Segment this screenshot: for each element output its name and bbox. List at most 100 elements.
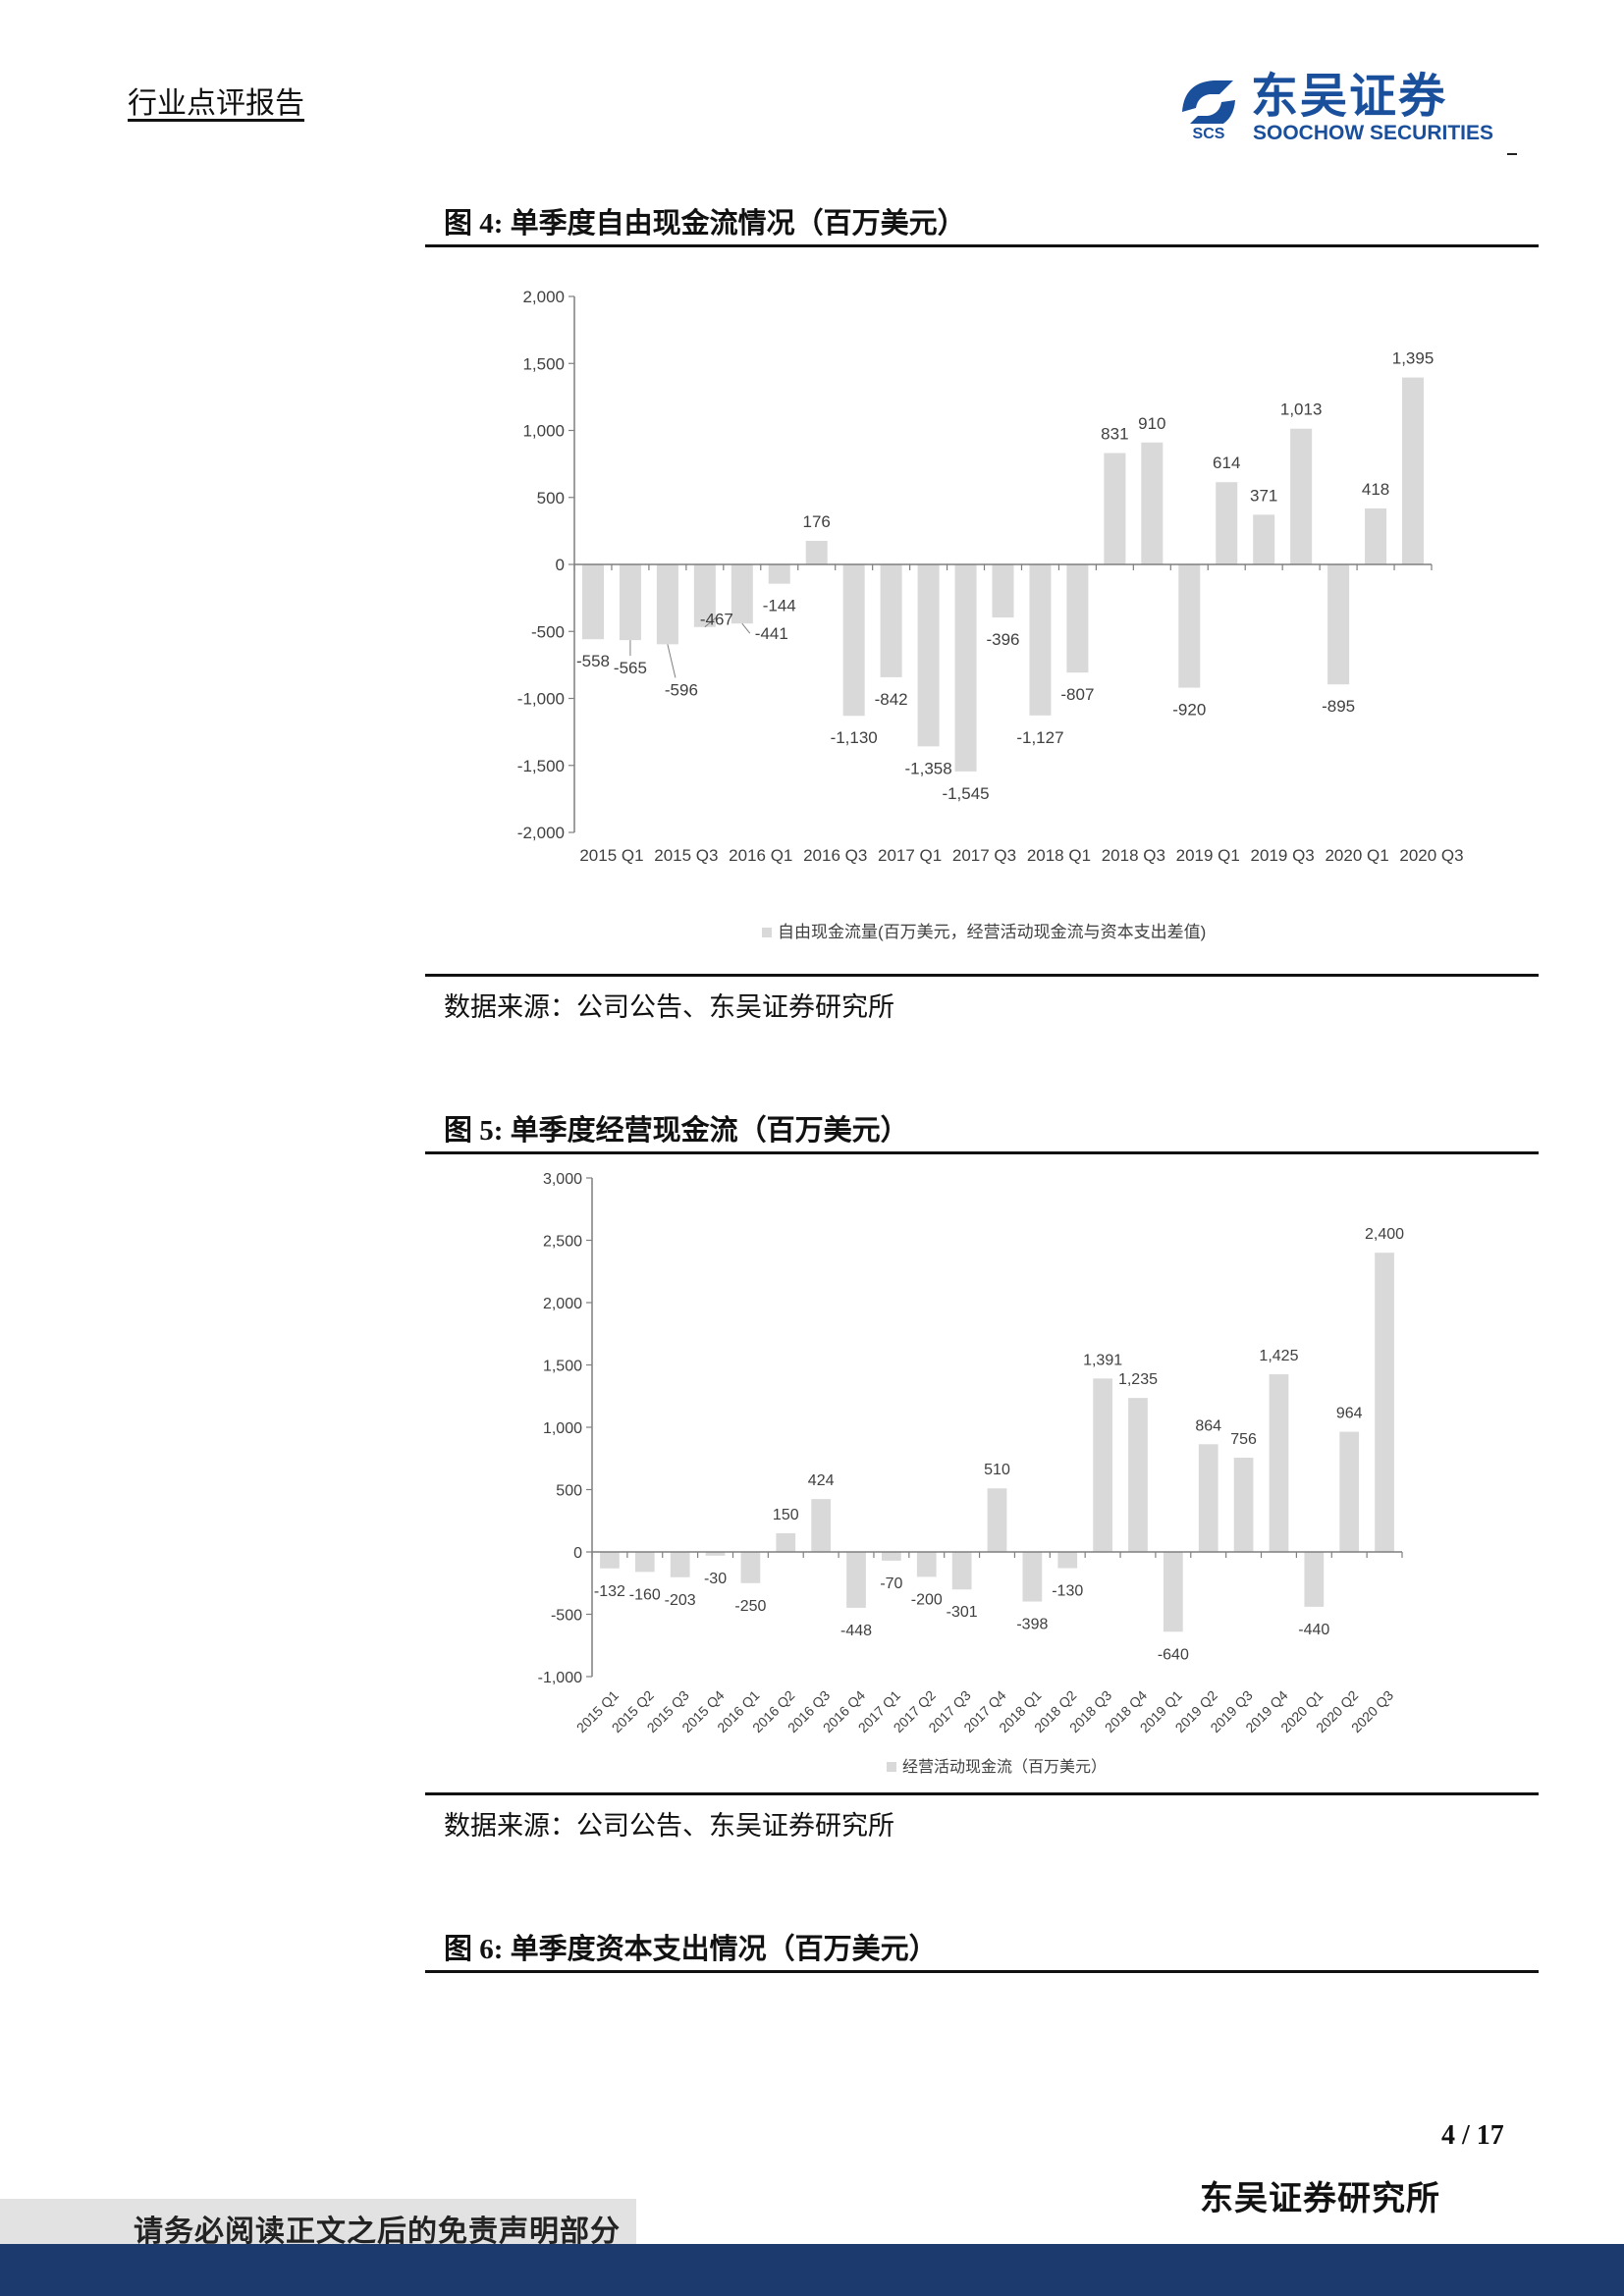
bar-2019-q3 [1233, 1457, 1254, 1552]
bar-2015-q2 [634, 1552, 655, 1573]
y-tick-label: 500 [537, 489, 565, 507]
data-label: -1,127 [1016, 728, 1063, 747]
bar-2016-q2 [768, 564, 790, 584]
data-label: -1,358 [904, 759, 951, 777]
y-tick-label: 1,000 [522, 422, 565, 441]
data-label: -441 [755, 624, 788, 643]
bar-2016-q4 [846, 1552, 866, 1608]
bar-2017-q4 [992, 564, 1014, 618]
x-tick-label: 2018 Q3 [1102, 846, 1165, 865]
data-label: -565 [614, 659, 647, 677]
bar-2018-q3 [1104, 453, 1126, 564]
y-tick-label: -1,500 [517, 757, 565, 775]
bar-2017-q4 [987, 1488, 1007, 1552]
bar-2018-q3 [1093, 1378, 1112, 1552]
footer-disclaimer: 请务必阅读正文之后的免责声明部分 [134, 2215, 621, 2249]
y-tick-label: -1,000 [517, 690, 565, 709]
data-label: -144 [763, 597, 796, 615]
bar-2017-q1 [882, 1552, 901, 1561]
data-label: 910 [1138, 414, 1165, 433]
figure5-source: 数据来源：公司公告、东吴证券研究所 [444, 1811, 894, 1841]
bar-2016-q1 [731, 564, 753, 624]
logo-chinese-name: 东吴证券 [1251, 69, 1448, 124]
x-tick-label: 2016 Q1 [729, 846, 792, 865]
data-label: -807 [1060, 685, 1094, 704]
y-tick-label: 2,500 [543, 1234, 582, 1251]
bar-2015-q3 [656, 564, 678, 645]
leader-line [667, 644, 677, 678]
bar-2017-q3 [954, 564, 977, 772]
data-label: -842 [875, 690, 908, 709]
y-tick-label: 0 [573, 1545, 582, 1562]
bar-2017-q1 [880, 564, 902, 677]
y-tick-label: 2,000 [522, 288, 565, 306]
data-label: -1,130 [831, 728, 878, 747]
y-tick-label: -500 [531, 622, 565, 641]
data-label: -558 [576, 652, 610, 670]
data-label: 1,235 [1118, 1371, 1158, 1388]
footer-disclaimer-box [0, 2199, 636, 2250]
data-label: 756 [1230, 1431, 1257, 1448]
logo-mark-icon: SCS [1174, 80, 1243, 141]
data-label: 831 [1101, 425, 1128, 444]
bar-2015-q3 [670, 1552, 690, 1577]
bar-2019-q2 [1198, 1444, 1218, 1552]
y-tick-label: 2,000 [543, 1296, 582, 1312]
data-label: -1,545 [942, 784, 989, 803]
bar-2020-q2 [1365, 507, 1387, 564]
y-tick-label: 1,000 [543, 1420, 582, 1437]
x-tick-label: 2020 Q3 [1399, 846, 1463, 865]
figure5-chart: 3,000 2,500 2,000 1,500 1,000 500 0 -500 -1,000 -… [538, 1171, 1405, 1776]
figure6-title: 图 6: 单季度资本支出情况（百万美元） [444, 1934, 938, 1965]
data-label: -448 [840, 1623, 872, 1639]
data-label: -203 [665, 1592, 696, 1609]
figure4-bottom-rule [425, 974, 1539, 977]
data-label: 1,013 [1280, 400, 1323, 419]
x-tick-label: 2020 Q1 [1325, 846, 1388, 865]
data-label: 964 [1336, 1406, 1363, 1422]
x-tick-label: 2018 Q1 [1027, 846, 1091, 865]
data-label: -467 [700, 611, 733, 629]
data-label: 614 [1213, 454, 1240, 472]
data-label: -398 [1016, 1617, 1048, 1633]
company-logo: SCS 东吴证券 SOOCHOW SECURITIES [1174, 71, 1504, 147]
bar-2016-q3 [805, 540, 828, 564]
legend-label: 自由现金流量(百万美元，经营活动现金流与资本支出差值) [778, 923, 1206, 941]
data-label: 176 [803, 512, 831, 531]
data-label: -200 [911, 1591, 943, 1608]
data-label: -895 [1322, 697, 1355, 716]
bar-2020-q3 [1375, 1253, 1394, 1552]
bar-2016-q4 [842, 564, 865, 717]
bar-2020-q3 [1402, 377, 1425, 564]
y-tick-label: 1,500 [522, 354, 565, 373]
data-label: 1,425 [1259, 1348, 1298, 1364]
y-tick-label: 1,500 [543, 1359, 582, 1375]
bar-2019-q1 [1178, 564, 1201, 688]
data-label: -596 [665, 680, 698, 699]
y-tick-label: -1,000 [538, 1670, 582, 1686]
bar-2019-q1 [1163, 1552, 1183, 1632]
data-label: 1,391 [1083, 1352, 1122, 1368]
bar-2019-q2 [1216, 482, 1238, 564]
footer-band [0, 2244, 1624, 2296]
legend-swatch [762, 928, 772, 937]
footer-organization: 东吴证券研究所 [1200, 2179, 1440, 2218]
data-label: -640 [1158, 1646, 1189, 1663]
leader-line [741, 622, 751, 634]
data-label: -160 [629, 1586, 661, 1603]
bar-2016-q3 [811, 1499, 832, 1552]
bar-2020-q1 [1327, 564, 1350, 685]
data-label: -30 [704, 1571, 727, 1587]
bar-2015-q4 [705, 1552, 726, 1556]
figure5-top-rule [425, 1151, 1539, 1154]
figure4-source: 数据来源：公司公告、东吴证券研究所 [444, 992, 894, 1022]
y-tick-label: 500 [556, 1483, 582, 1500]
data-label: -440 [1298, 1622, 1329, 1638]
data-label: 424 [808, 1472, 835, 1489]
data-label: -301 [947, 1604, 978, 1621]
figure5-bottom-rule [425, 1792, 1539, 1795]
x-tick-label: 2017 Q1 [878, 846, 942, 865]
data-label: 150 [773, 1507, 799, 1523]
bar-2018-q4 [1141, 442, 1164, 564]
legend-swatch [887, 1762, 896, 1772]
